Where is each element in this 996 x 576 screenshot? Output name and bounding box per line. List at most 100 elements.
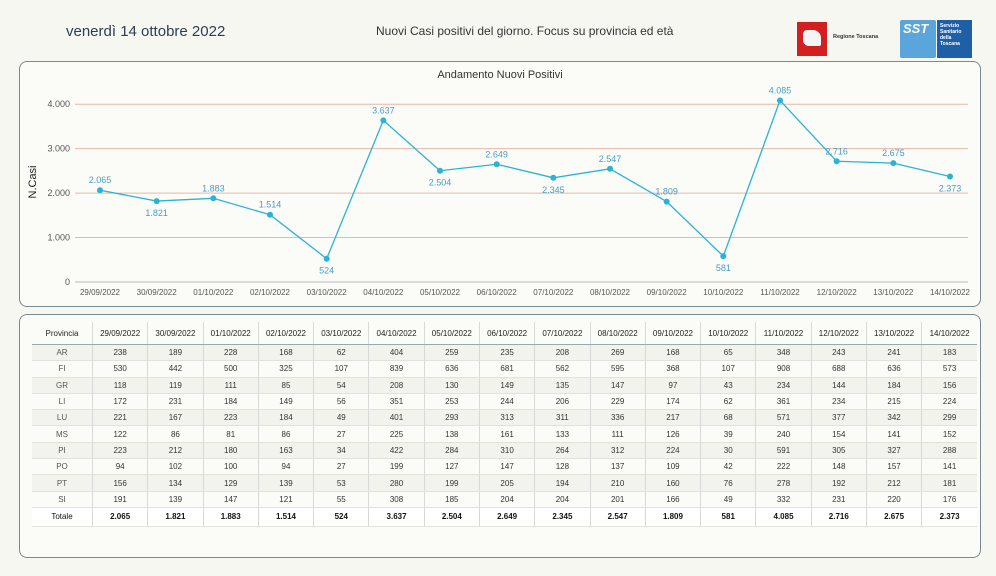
value-cell: 284 — [424, 442, 480, 460]
value-cell: 30 — [700, 442, 757, 460]
data-label: 4.085 — [769, 85, 792, 95]
table-row: AR 238 189 228 168 62 404 259 235 208 269 168 65 348 2… — [32, 344, 977, 362]
value-cell: 127 — [424, 458, 480, 476]
value-cell: 94 — [92, 458, 149, 476]
value-cell: 234 — [755, 377, 812, 394]
value-cell: 204 — [534, 491, 591, 508]
value-cell: 210 — [590, 474, 646, 492]
total-row: Totale 2.065 1.821 1.883 1.514 524 3.637 2.504 2… — [32, 506, 977, 527]
data-point — [210, 195, 217, 202]
total-cell: 581 — [700, 506, 757, 527]
table-panel: Provincia 29/09/2022 30/09/2022 01/10/2022 0… — [19, 314, 981, 558]
y-tick-label: 0 — [65, 277, 70, 287]
regione-toscana-label: Regione Toscana — [833, 34, 879, 40]
x-tick-label: 14/10/2022 — [930, 288, 971, 297]
value-cell: 688 — [811, 360, 867, 378]
x-tick-label: 01/10/2022 — [193, 288, 234, 297]
value-cell: 109 — [645, 458, 702, 476]
value-cell: 107 — [700, 360, 757, 378]
header-date-cell: 05/10/2022 — [424, 322, 480, 345]
total-cell: 2.675 — [866, 506, 923, 527]
value-cell: 231 — [147, 393, 204, 411]
value-cell: 119 — [147, 377, 204, 394]
table-header-row: Provincia 29/09/2022 30/09/2022 01/10/2022 0… — [32, 322, 977, 345]
value-cell: 238 — [92, 344, 149, 362]
x-tick-label: 04/10/2022 — [363, 288, 404, 297]
table-row: GR 118 119 111 85 54 208 130 149 135 147 97 43 234 144… — [32, 377, 977, 394]
value-cell: 204 — [479, 491, 536, 508]
value-cell: 223 — [92, 442, 149, 460]
total-cell: 2.504 — [424, 506, 480, 527]
value-cell: 442 — [147, 360, 204, 378]
value-cell: 111 — [203, 377, 259, 394]
y-axis-label: N.Casi — [27, 165, 39, 198]
value-cell: 228 — [203, 344, 259, 362]
table-row: FI 530 442 500 325 107 839 636 681 562 595 368 107 90… — [32, 360, 977, 378]
header-date-cell: 11/10/2022 — [755, 322, 812, 345]
x-tick-label: 02/10/2022 — [250, 288, 291, 297]
value-cell: 43 — [700, 377, 757, 394]
total-cell: 2.716 — [811, 506, 867, 527]
x-tick-label: 30/09/2022 — [137, 288, 178, 297]
table-row: PI 223 212 180 163 34 422 284 310 264 312 224 30 591 3… — [32, 442, 977, 460]
table-row: MS 122 86 81 86 27 225 138 161 133 111 126 39 240 154 1… — [32, 425, 977, 443]
table-row: LU 221 167 223 184 49 401 293 313 311 336 217 68 571 3… — [32, 409, 977, 427]
value-cell: 147 — [203, 491, 259, 508]
value-cell: 299 — [921, 409, 977, 427]
x-tick-label: 13/10/2022 — [873, 288, 914, 297]
data-label: 3.637 — [372, 105, 395, 115]
value-cell: 76 — [700, 474, 757, 492]
value-cell: 62 — [700, 393, 757, 411]
provincia-cell: PI — [32, 442, 93, 460]
value-cell: 191 — [92, 491, 149, 508]
value-cell: 139 — [147, 491, 204, 508]
value-cell: 172 — [92, 393, 149, 411]
value-cell: 244 — [479, 393, 536, 411]
value-cell: 422 — [368, 442, 425, 460]
value-cell: 184 — [866, 377, 923, 394]
value-cell: 81 — [203, 425, 259, 443]
value-cell: 217 — [645, 409, 702, 427]
value-cell: 111 — [590, 425, 646, 443]
value-cell: 129 — [203, 474, 259, 492]
value-cell: 133 — [534, 425, 591, 443]
value-cell: 231 — [811, 491, 867, 508]
total-cell: 4.085 — [755, 506, 812, 527]
value-cell: 332 — [755, 491, 812, 508]
total-cell: 2.373 — [921, 506, 977, 527]
value-cell: 34 — [313, 442, 370, 460]
value-cell: 311 — [534, 409, 591, 427]
value-cell: 161 — [479, 425, 536, 443]
header-subtitle: Nuovi Casi positivi del giorno. Focus su… — [376, 24, 674, 38]
series-line — [99, 99, 951, 260]
table-row: PO 94 102 100 94 27 199 127 147 128 137 109 42 222 148… — [32, 458, 977, 476]
value-cell: 65 — [700, 344, 757, 362]
value-cell: 141 — [866, 425, 923, 443]
data-label: 1.514 — [259, 200, 282, 210]
x-tick-label: 12/10/2022 — [817, 288, 858, 297]
value-cell: 181 — [921, 474, 977, 492]
value-cell: 269 — [590, 344, 646, 362]
provincia-cell: GR — [32, 377, 93, 394]
x-tick-label: 08/10/2022 — [590, 288, 631, 297]
y-tick-label: 1.000 — [47, 233, 70, 243]
value-cell: 221 — [92, 409, 149, 427]
regione-toscana-logo: Regione Toscana — [797, 22, 889, 56]
value-cell: 174 — [645, 393, 702, 411]
value-cell: 313 — [479, 409, 536, 427]
value-cell: 56 — [313, 393, 370, 411]
header-date-cell: 04/10/2022 — [368, 322, 425, 345]
header-date-cell: 07/10/2022 — [534, 322, 591, 345]
value-cell: 138 — [424, 425, 480, 443]
data-label: 2.345 — [542, 185, 565, 195]
data-point — [720, 253, 727, 260]
data-label: 581 — [716, 263, 731, 273]
y-tick-label: 3.000 — [47, 144, 70, 154]
data-point — [153, 198, 160, 205]
value-cell: 168 — [258, 344, 315, 362]
value-cell: 156 — [921, 377, 977, 394]
value-cell: 377 — [811, 409, 867, 427]
header-date-cell: 30/09/2022 — [147, 322, 204, 345]
value-cell: 224 — [921, 393, 977, 411]
value-cell: 404 — [368, 344, 425, 362]
